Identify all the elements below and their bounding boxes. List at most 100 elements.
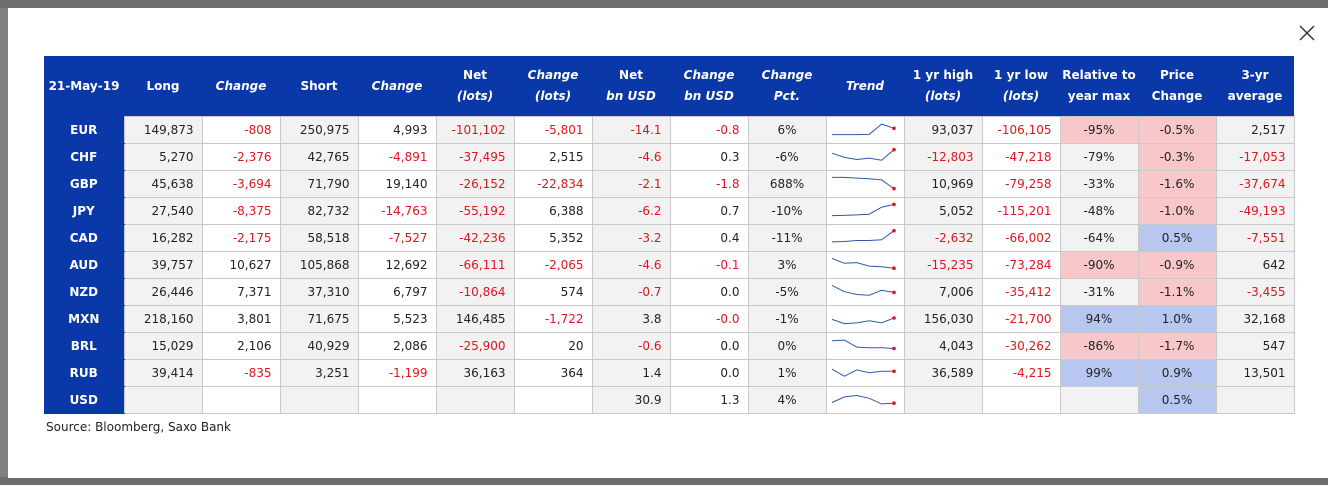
change-short-cell: 2,086 bbox=[357, 332, 437, 360]
trend-sparkline-cell bbox=[825, 251, 905, 279]
relative-max-cell: 99% bbox=[1059, 359, 1139, 387]
net-bnusd-cell: 3.8 bbox=[591, 305, 671, 333]
backdrop-top-strip bbox=[0, 0, 1328, 8]
trend-sparkline-cell bbox=[825, 143, 905, 171]
trend-last-point bbox=[892, 228, 896, 232]
long-cell: 27,540 bbox=[123, 197, 203, 225]
trend-sparkline bbox=[831, 147, 896, 161]
header-change-short: Change bbox=[358, 56, 436, 117]
close-button[interactable] bbox=[1296, 22, 1318, 44]
3yr-average-cell: 642 bbox=[1215, 251, 1295, 279]
trend-line bbox=[831, 257, 895, 269]
trend-line bbox=[831, 229, 895, 242]
price-change-cell: -0.9% bbox=[1137, 251, 1217, 279]
change-short-cell: -1,199 bbox=[357, 359, 437, 387]
header-relative-max: Relative to year max bbox=[1060, 56, 1138, 117]
currency-cell: NZD bbox=[44, 278, 124, 306]
change-pct-cell: 688% bbox=[747, 170, 827, 198]
table-row: MXN 218,160 3,801 71,675 5,523 146,485 -1,722 3… bbox=[44, 305, 1295, 333]
change-long-cell bbox=[201, 386, 281, 414]
trend-last-point bbox=[892, 290, 896, 294]
trend-sparkline bbox=[831, 202, 896, 216]
net-bnusd-cell: -0.7 bbox=[591, 278, 671, 306]
trend-sparkline-cell bbox=[825, 332, 905, 360]
change-short-cell: -14,763 bbox=[357, 197, 437, 225]
backdrop-bottom-strip bbox=[0, 477, 1328, 485]
table-row: CHF 5,270 -2,376 42,765 -4,891 -37,495 2,515 -4… bbox=[44, 143, 1295, 171]
trend-last-point bbox=[892, 265, 896, 270]
1yr-high-cell: -12,803 bbox=[903, 143, 983, 171]
change-long-cell: -2,175 bbox=[201, 224, 281, 252]
change-long-cell: 7,371 bbox=[201, 278, 281, 306]
3yr-average-cell: -37,674 bbox=[1215, 170, 1295, 198]
net-lots-cell: -26,152 bbox=[435, 170, 515, 198]
change-bnusd-cell: 1.3 bbox=[669, 386, 749, 414]
trend-line bbox=[831, 394, 895, 404]
change-pct-cell: 0% bbox=[747, 332, 827, 360]
change-pct-cell: -11% bbox=[747, 224, 827, 252]
relative-max-cell: -64% bbox=[1059, 224, 1139, 252]
short-cell: 105,868 bbox=[279, 251, 359, 279]
change-long-cell: -8,375 bbox=[201, 197, 281, 225]
header-date: 21-May-19 bbox=[44, 56, 124, 117]
header-1yr-low: 1 yr low (lots) bbox=[982, 56, 1060, 117]
long-cell: 39,757 bbox=[123, 251, 203, 279]
trend-sparkline-cell bbox=[825, 170, 905, 198]
trend-line bbox=[831, 284, 895, 296]
price-change-cell: 0.9% bbox=[1137, 359, 1217, 387]
1yr-low-cell: -30,262 bbox=[981, 332, 1061, 360]
header-long: Long bbox=[124, 56, 202, 117]
1yr-low-cell: -115,201 bbox=[981, 197, 1061, 225]
relative-max-cell: 94% bbox=[1059, 305, 1139, 333]
trend-sparkline bbox=[832, 123, 896, 135]
change-short-cell: 6,797 bbox=[357, 278, 437, 306]
table-row: USD 30.9 1.3 4% 0.5% bbox=[44, 386, 1295, 414]
price-change-cell: -1.0% bbox=[1137, 197, 1217, 225]
net-bnusd-cell: -6.2 bbox=[591, 197, 671, 225]
1yr-low-cell: -4,215 bbox=[981, 359, 1061, 387]
change-long-cell: 2,106 bbox=[201, 332, 281, 360]
price-change-cell: 1.0% bbox=[1137, 305, 1217, 333]
3yr-average-cell: -3,455 bbox=[1215, 278, 1295, 306]
3yr-average-cell: 547 bbox=[1215, 332, 1295, 360]
3yr-average-cell: -7,551 bbox=[1215, 224, 1295, 252]
net-lots-cell: 146,485 bbox=[435, 305, 515, 333]
currency-cell: USD bbox=[44, 386, 124, 414]
change-bnusd-cell: 0.4 bbox=[669, 224, 749, 252]
net-bnusd-cell: -2.1 bbox=[591, 170, 671, 198]
short-cell: 37,310 bbox=[279, 278, 359, 306]
trend-last-point bbox=[892, 315, 896, 320]
trend-sparkline bbox=[831, 368, 896, 377]
trend-sparkline-cell bbox=[825, 305, 905, 333]
change-pct-cell: -1% bbox=[747, 305, 827, 333]
trend-line bbox=[831, 339, 895, 349]
change-lots-cell: 2,515 bbox=[513, 143, 593, 171]
1yr-high-cell: 93,037 bbox=[903, 116, 983, 144]
price-change-cell: -0.3% bbox=[1137, 143, 1217, 171]
trend-line bbox=[831, 317, 895, 324]
change-short-cell bbox=[357, 386, 437, 414]
net-lots-cell: -101,102 bbox=[435, 116, 515, 144]
long-cell bbox=[123, 386, 203, 414]
trend-sparkline bbox=[831, 394, 896, 405]
change-short-cell: 5,523 bbox=[357, 305, 437, 333]
1yr-high-cell: -2,632 bbox=[903, 224, 983, 252]
header-1yr-high: 1 yr high (lots) bbox=[904, 56, 982, 117]
currency-cell: GBP bbox=[44, 170, 124, 198]
price-change-cell: -1.6% bbox=[1137, 170, 1217, 198]
change-long-cell: -808 bbox=[201, 116, 281, 144]
trend-last-point bbox=[892, 202, 896, 206]
trend-sparkline-cell bbox=[825, 197, 905, 225]
table-header-row: 21-May-19 Long Change Short Change Net (l… bbox=[44, 56, 1294, 117]
header-net-bnusd: Net bn USD bbox=[592, 56, 670, 117]
cot-positioning-table: 21-May-19 Long Change Short Change Net (l… bbox=[44, 56, 1295, 414]
short-cell: 42,765 bbox=[279, 143, 359, 171]
trend-line bbox=[832, 123, 895, 135]
change-bnusd-cell: -0.0 bbox=[669, 305, 749, 333]
trend-sparkline bbox=[831, 339, 896, 350]
trend-sparkline bbox=[831, 228, 896, 242]
1yr-low-cell bbox=[981, 386, 1061, 414]
net-lots-cell bbox=[435, 386, 515, 414]
trend-sparkline bbox=[831, 284, 896, 296]
trend-sparkline-cell bbox=[825, 386, 905, 414]
